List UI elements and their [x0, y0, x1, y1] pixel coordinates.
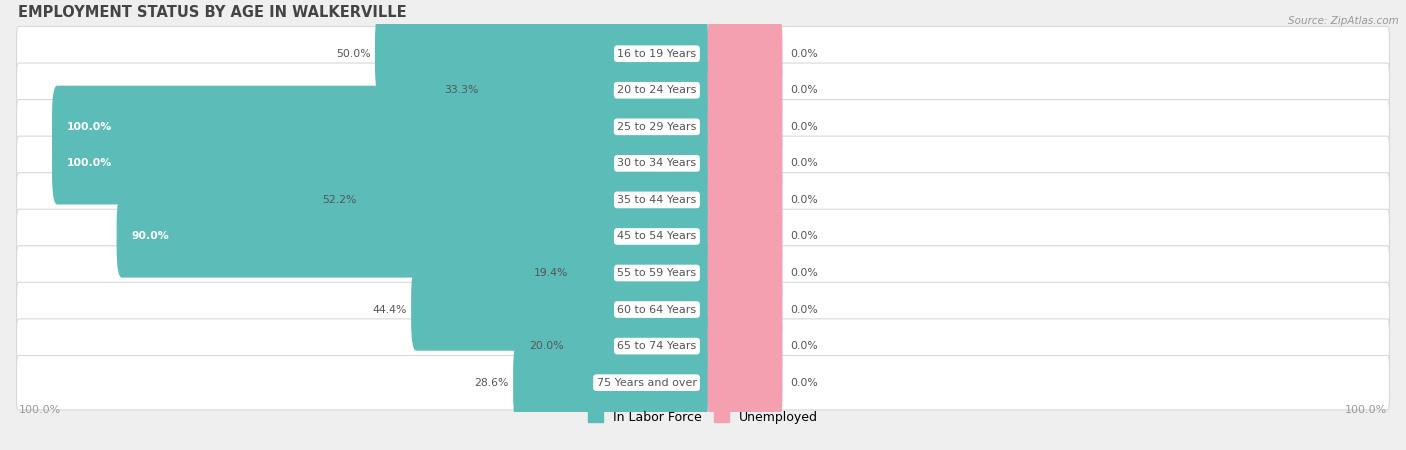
Text: 28.6%: 28.6%	[474, 378, 509, 387]
Text: 0.0%: 0.0%	[790, 268, 818, 278]
Text: 100.0%: 100.0%	[1346, 405, 1388, 415]
Text: 0.0%: 0.0%	[790, 378, 818, 387]
FancyBboxPatch shape	[17, 173, 1389, 227]
Text: 0.0%: 0.0%	[790, 158, 818, 168]
Text: 0.0%: 0.0%	[790, 195, 818, 205]
FancyBboxPatch shape	[17, 99, 1389, 154]
Text: Source: ZipAtlas.com: Source: ZipAtlas.com	[1288, 16, 1399, 26]
Text: 0.0%: 0.0%	[790, 122, 818, 132]
Text: 44.4%: 44.4%	[373, 305, 406, 315]
Text: 50.0%: 50.0%	[336, 49, 370, 58]
FancyBboxPatch shape	[17, 282, 1389, 337]
Legend: In Labor Force, Unemployed: In Labor Force, Unemployed	[583, 406, 823, 429]
FancyBboxPatch shape	[707, 269, 782, 351]
Text: 60 to 64 Years: 60 to 64 Years	[617, 305, 696, 315]
FancyBboxPatch shape	[513, 342, 709, 424]
Text: 20 to 24 Years: 20 to 24 Years	[617, 85, 696, 95]
Text: 45 to 54 Years: 45 to 54 Years	[617, 231, 696, 242]
FancyBboxPatch shape	[17, 246, 1389, 300]
Text: 100.0%: 100.0%	[67, 158, 112, 168]
FancyBboxPatch shape	[17, 136, 1389, 191]
Text: 55 to 59 Years: 55 to 59 Years	[617, 268, 696, 278]
Text: 0.0%: 0.0%	[790, 305, 818, 315]
Text: 100.0%: 100.0%	[18, 405, 60, 415]
FancyBboxPatch shape	[17, 356, 1389, 410]
FancyBboxPatch shape	[482, 49, 709, 131]
FancyBboxPatch shape	[17, 319, 1389, 374]
FancyBboxPatch shape	[117, 195, 709, 278]
FancyBboxPatch shape	[17, 209, 1389, 264]
FancyBboxPatch shape	[568, 305, 709, 387]
Text: EMPLOYMENT STATUS BY AGE IN WALKERVILLE: EMPLOYMENT STATUS BY AGE IN WALKERVILLE	[18, 5, 408, 20]
FancyBboxPatch shape	[411, 269, 709, 351]
Text: 16 to 19 Years: 16 to 19 Years	[617, 49, 696, 58]
Text: 90.0%: 90.0%	[132, 231, 169, 242]
FancyBboxPatch shape	[52, 86, 709, 168]
FancyBboxPatch shape	[707, 232, 782, 314]
FancyBboxPatch shape	[707, 159, 782, 241]
Text: 33.3%: 33.3%	[444, 85, 478, 95]
Text: 35 to 44 Years: 35 to 44 Years	[617, 195, 696, 205]
Text: 0.0%: 0.0%	[790, 341, 818, 351]
Text: 0.0%: 0.0%	[790, 85, 818, 95]
Text: 0.0%: 0.0%	[790, 231, 818, 242]
FancyBboxPatch shape	[707, 195, 782, 278]
FancyBboxPatch shape	[375, 13, 709, 95]
Text: 65 to 74 Years: 65 to 74 Years	[617, 341, 696, 351]
Text: 25 to 29 Years: 25 to 29 Years	[617, 122, 696, 132]
FancyBboxPatch shape	[707, 49, 782, 131]
Text: 52.2%: 52.2%	[322, 195, 356, 205]
FancyBboxPatch shape	[707, 86, 782, 168]
FancyBboxPatch shape	[361, 159, 709, 241]
Text: 20.0%: 20.0%	[530, 341, 564, 351]
Text: 75 Years and over: 75 Years and over	[596, 378, 696, 387]
FancyBboxPatch shape	[707, 305, 782, 387]
FancyBboxPatch shape	[707, 13, 782, 95]
Text: 30 to 34 Years: 30 to 34 Years	[617, 158, 696, 168]
FancyBboxPatch shape	[572, 232, 709, 314]
FancyBboxPatch shape	[707, 342, 782, 424]
Text: 19.4%: 19.4%	[534, 268, 568, 278]
FancyBboxPatch shape	[707, 122, 782, 204]
FancyBboxPatch shape	[52, 122, 709, 204]
Text: 0.0%: 0.0%	[790, 49, 818, 58]
FancyBboxPatch shape	[17, 63, 1389, 117]
FancyBboxPatch shape	[17, 27, 1389, 81]
Text: 100.0%: 100.0%	[67, 122, 112, 132]
